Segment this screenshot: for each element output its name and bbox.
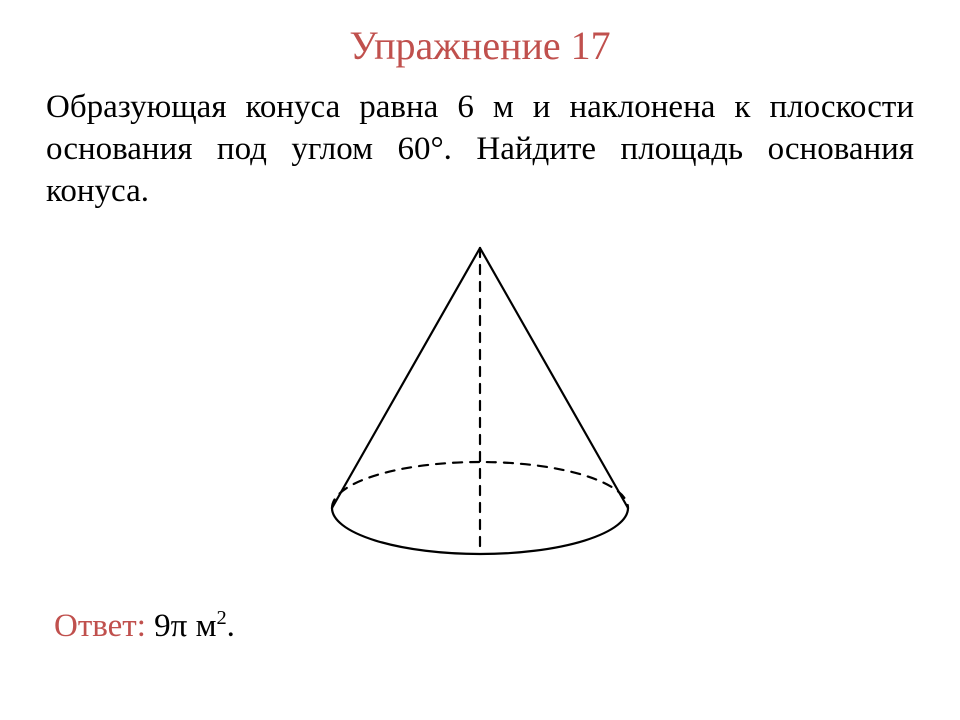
answer-num: 9 [154,608,171,644]
answer-sup: 2 [216,607,226,629]
answer-unit: м [187,608,216,644]
exercise-title: Упражнение 17 [0,22,960,69]
answer-line: Ответ: 9π м2. [54,608,235,645]
cone-diagram [290,230,670,575]
answer-value: 9π м2. [154,608,235,644]
problem-statement: Образующая конуса равна 6 м и наклонена … [46,86,914,213]
pi-symbol: π [171,608,188,644]
answer-label: Ответ: [54,608,146,644]
answer-period: . [227,608,235,644]
